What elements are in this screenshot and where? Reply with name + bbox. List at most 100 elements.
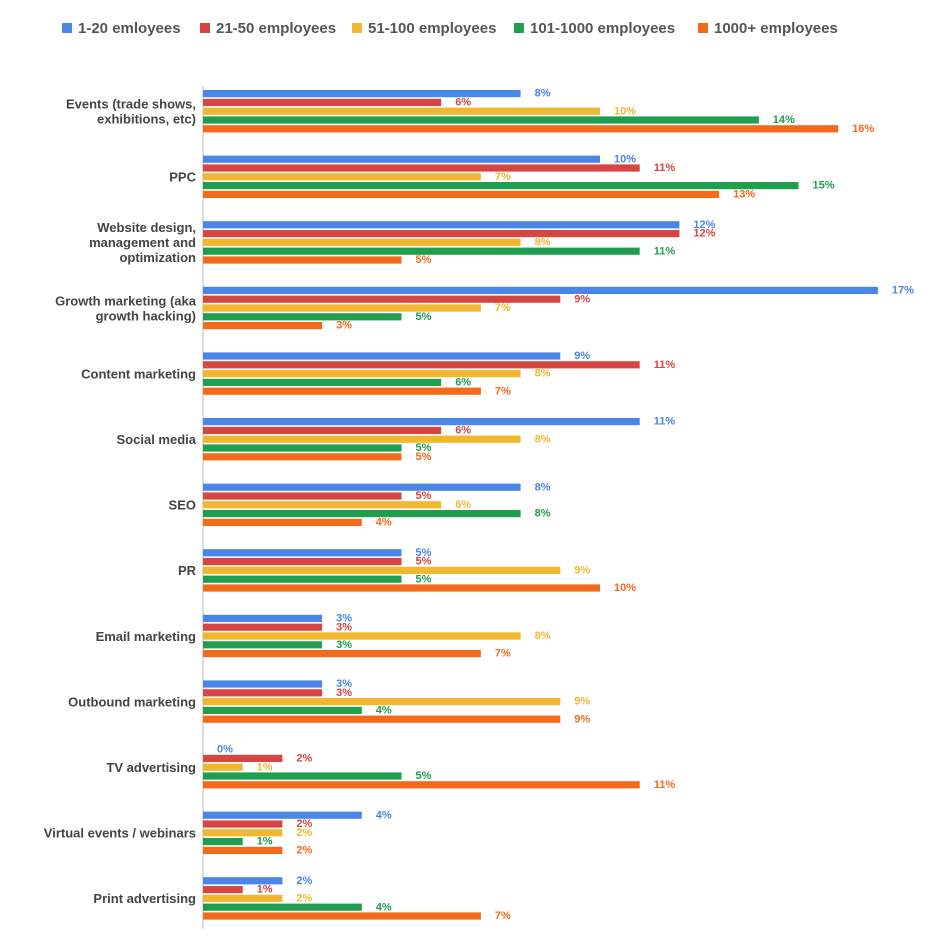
bar-21-50-employees [203, 426, 442, 434]
data-label: 5% [416, 770, 432, 782]
bar-101-1000-employees [203, 772, 402, 780]
bar-21-50-employees [203, 361, 640, 369]
bar-51-100-employees [203, 501, 442, 509]
bar-1-20-emloyees [203, 680, 323, 688]
data-label: 3% [336, 621, 352, 633]
category-label: TV advertising [106, 760, 196, 775]
data-label: 6% [455, 425, 471, 437]
data-label: 2% [296, 753, 312, 765]
legend-swatch [514, 23, 524, 33]
legend-item-51-100-employees: 51-100 employees [352, 20, 496, 37]
bar-1000-employees [203, 650, 481, 658]
category-label: PPC [169, 170, 196, 185]
bar-1000-employees [203, 190, 720, 198]
category-label: PR [178, 563, 197, 578]
data-label: 8% [535, 88, 551, 100]
data-label: 3% [336, 687, 352, 699]
category-label: Growth marketing (aka growth hacking) [55, 293, 197, 323]
bar-101-1000-employees [203, 641, 323, 649]
category-label: Events (trade shows, exhibitions, etc) [66, 97, 196, 127]
data-label: 10% [614, 582, 636, 594]
data-label: 5% [416, 556, 432, 568]
legend-label: 1-20 emloyees [78, 20, 181, 37]
data-label: 5% [416, 451, 432, 463]
bar-1-20-emloyees [203, 549, 402, 557]
bar-1-20-emloyees [203, 811, 362, 819]
category-group-seo: SEO 8% 5% 6% 8% 4% [169, 481, 551, 528]
bar-21-50-employees [203, 820, 283, 828]
bar-1-20-emloyees [203, 614, 323, 622]
category-group-outbound-marketing: Outbound marketing 3%3% 9% 4% 9% [68, 678, 590, 725]
category-label: Social media [117, 432, 197, 447]
bar-1000-employees [203, 846, 283, 854]
data-label: 7% [495, 171, 511, 183]
data-label: 4% [376, 705, 392, 717]
data-label: 9% [574, 293, 590, 305]
data-label: 3% [336, 639, 352, 651]
bar-101-1000-employees [203, 313, 402, 321]
bar-21-50-employees [203, 623, 323, 631]
legend-swatch [698, 23, 708, 33]
bar-1-20-emloyees [203, 155, 600, 163]
data-label: 5% [416, 442, 432, 454]
data-label: 5% [416, 547, 432, 559]
bar-101-1000-employees [203, 575, 402, 583]
bar-101-1000-employees [203, 444, 402, 452]
category-label: Website design, management and optimizatio… [89, 220, 196, 265]
data-label: 6% [455, 499, 471, 511]
bar-1000-employees [203, 518, 362, 526]
data-label: 5% [416, 311, 432, 323]
legend-swatch [200, 23, 210, 33]
data-label: 11% [654, 359, 676, 371]
bar-1000-employees [203, 125, 839, 133]
data-label: 9% [574, 565, 590, 577]
bar-51-100-employees [203, 566, 561, 574]
legend: 1-20 emloyees 21-50 employees 51-100 emplo… [62, 20, 838, 37]
category-group-growth-marketing-aka-growth-hacking: Growth marketing (aka growth hacking) 17% 9… [55, 285, 914, 332]
bar-51-100-employees [203, 107, 600, 115]
data-label: 8% [535, 508, 551, 520]
data-label: 15% [813, 180, 835, 192]
data-label: 1% [257, 884, 273, 896]
data-label: 10% [614, 153, 636, 165]
plot-area: Events (trade shows, exhibitions, etc) 8% 6… [44, 86, 914, 929]
category-label: Print advertising [93, 891, 196, 906]
bar-1000-employees [203, 322, 323, 330]
data-label: 7% [495, 910, 511, 922]
data-label: 0% [217, 744, 233, 756]
bar-1-20-emloyees [203, 418, 640, 426]
bar-1-20-emloyees [203, 483, 521, 491]
data-label: 2% [296, 827, 312, 839]
bar-21-50-employees [203, 492, 402, 500]
bar-1-20-emloyees [203, 286, 878, 294]
data-label: 2% [296, 875, 312, 887]
legend-label: 21-50 employees [216, 20, 336, 37]
data-label: 6% [455, 377, 471, 389]
bar-1000-employees [203, 715, 561, 723]
bar-21-50-employees [203, 558, 402, 566]
data-label: 17% [892, 285, 914, 297]
bar-1000-employees [203, 387, 481, 395]
data-label: 10% [614, 105, 636, 117]
bar-101-1000-employees [203, 706, 362, 714]
legend-swatch [352, 23, 362, 33]
bar-101-1000-employees [203, 247, 640, 255]
legend-label: 1000+ employees [714, 20, 838, 37]
bar-101-1000-employees [203, 903, 362, 911]
legend-item-1000-employees: 1000+ employees [698, 20, 838, 37]
data-label: 2% [296, 893, 312, 905]
data-label: 5% [416, 573, 432, 585]
data-label: 8% [535, 237, 551, 249]
category-group-content-marketing: Content marketing 9% 11% 8% 6% 7% [81, 350, 675, 397]
data-label: 14% [773, 114, 795, 126]
data-label: 2% [296, 845, 312, 857]
legend-item-101-1000-employees: 101-1000 employees [514, 20, 675, 37]
data-label: 8% [535, 433, 551, 445]
data-label: 1% [257, 836, 273, 848]
bar-51-100-employees [203, 435, 521, 443]
bar-21-50-employees [203, 230, 680, 238]
category-group-events-trade-shows-exhibitions-etc: Events (trade shows, exhibitions, etc) 8% 6… [66, 88, 874, 135]
data-label: 4% [376, 517, 392, 529]
bar-1000-employees [203, 781, 640, 789]
